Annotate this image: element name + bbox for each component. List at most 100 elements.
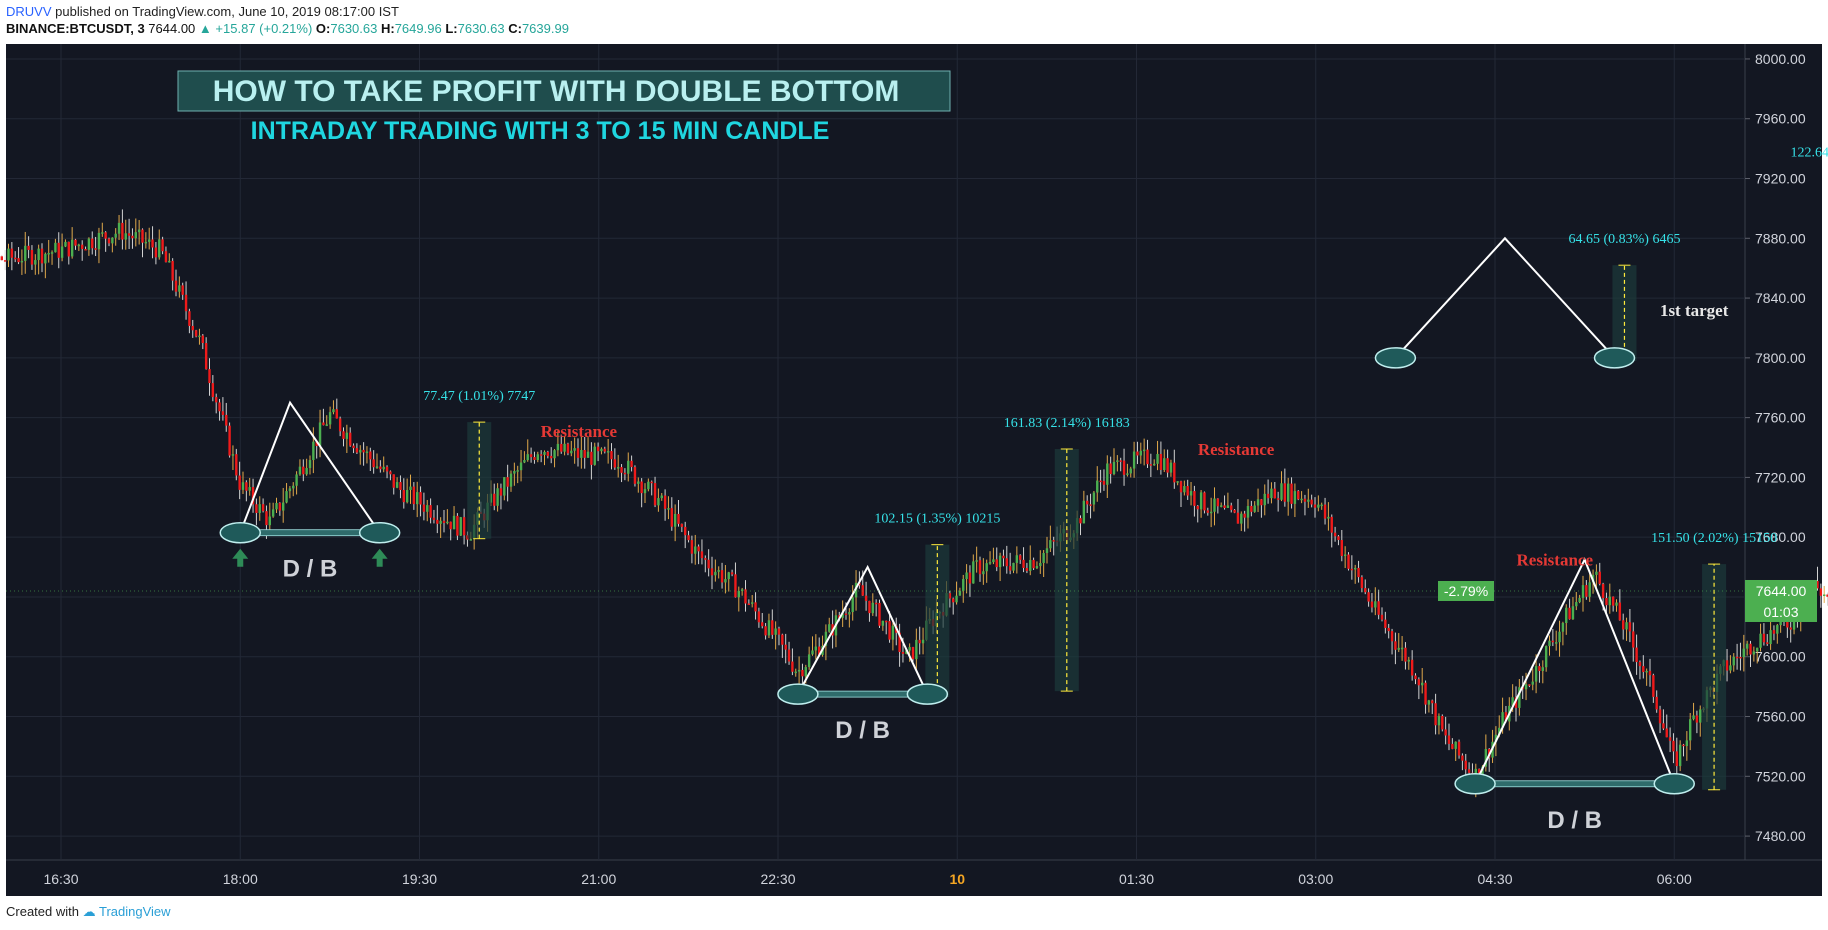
candle [124,219,127,250]
candle [627,452,630,482]
candle [1823,585,1826,603]
candle [1769,620,1772,650]
candle [1699,705,1702,737]
candle [1514,686,1518,722]
candle [978,556,982,582]
candle [653,476,657,508]
candle [881,620,885,631]
candle [1276,491,1280,512]
candle-body [312,441,315,461]
candle-body [416,492,419,505]
candle [275,497,278,514]
candle [1756,647,1759,664]
candle-body [774,628,777,635]
candle-body [44,253,47,264]
candle [791,648,794,676]
candle [355,443,359,455]
bottom-marker [1374,347,1417,369]
candle [864,581,868,611]
candle-body [57,242,60,258]
candle [1099,469,1102,493]
candle-body [898,632,901,652]
candle-body [1451,743,1454,749]
candle-body [1524,684,1528,690]
candle [1618,589,1622,621]
candle [14,251,17,263]
candle-body [442,520,446,523]
candle-body [1823,594,1826,597]
candle [1240,511,1243,532]
candle-body [429,505,432,518]
candle [1035,561,1039,570]
candle-body [40,248,44,264]
candle-body [617,467,620,469]
candle [1112,448,1116,476]
candle-body [1695,715,1699,723]
candle [1330,514,1333,548]
candle-body [218,402,221,412]
candle [184,281,188,320]
candle-body [1772,630,1776,634]
candle-body [1628,622,1632,632]
candle [955,581,958,605]
candle-body [1112,461,1116,475]
candle [1223,495,1226,510]
author-link[interactable]: DRUVV [6,4,52,19]
candle [1387,623,1390,639]
candle-body [1236,512,1240,524]
candle [1317,495,1320,512]
candle [238,461,241,500]
candle-body [1756,647,1759,652]
candle-body [342,431,345,439]
candle-body [104,232,107,239]
candle-body [325,424,328,426]
candle [131,228,134,249]
candle-body [697,546,700,552]
resistance-label: Resistance [541,422,618,441]
candle-body [630,460,633,468]
candle-body [1142,449,1146,452]
candle [1176,481,1179,486]
candle-body [268,516,271,526]
candle [1421,667,1424,694]
candle-body [117,222,121,234]
candle [1565,604,1568,635]
candle-body [1464,760,1467,770]
candle-body [171,260,174,281]
candle-body [137,229,141,233]
candle-body [640,481,643,494]
candle-body [744,589,747,604]
candle-body [1149,464,1153,466]
candle [1243,510,1246,532]
candle-body [1662,723,1665,729]
candle-body [349,432,352,446]
tradingview-brand[interactable]: TradingView [99,904,171,919]
candle [811,636,814,656]
candle-body [469,539,472,541]
candle [1819,583,1823,608]
candle [874,599,878,617]
candle-body [593,446,596,465]
candle-body [576,448,580,458]
y-tick-label: 7680.00 [1755,529,1806,545]
candle [1253,501,1256,513]
candle-body [633,467,637,484]
candle-body [1421,682,1424,686]
candle-body [1015,555,1019,563]
candle [349,427,352,447]
candle [717,566,720,579]
candle-body [1414,675,1417,680]
candle [1642,655,1645,679]
candle [1129,466,1132,478]
candle-body [1561,623,1565,632]
candle [245,480,248,502]
candle-body [1106,463,1109,485]
close-label: C: [508,21,522,36]
candle-body [704,558,707,560]
candle-body [1012,562,1015,571]
candle [365,446,369,464]
candle [1045,536,1049,564]
candle [848,608,851,628]
candle-body [1645,670,1648,673]
